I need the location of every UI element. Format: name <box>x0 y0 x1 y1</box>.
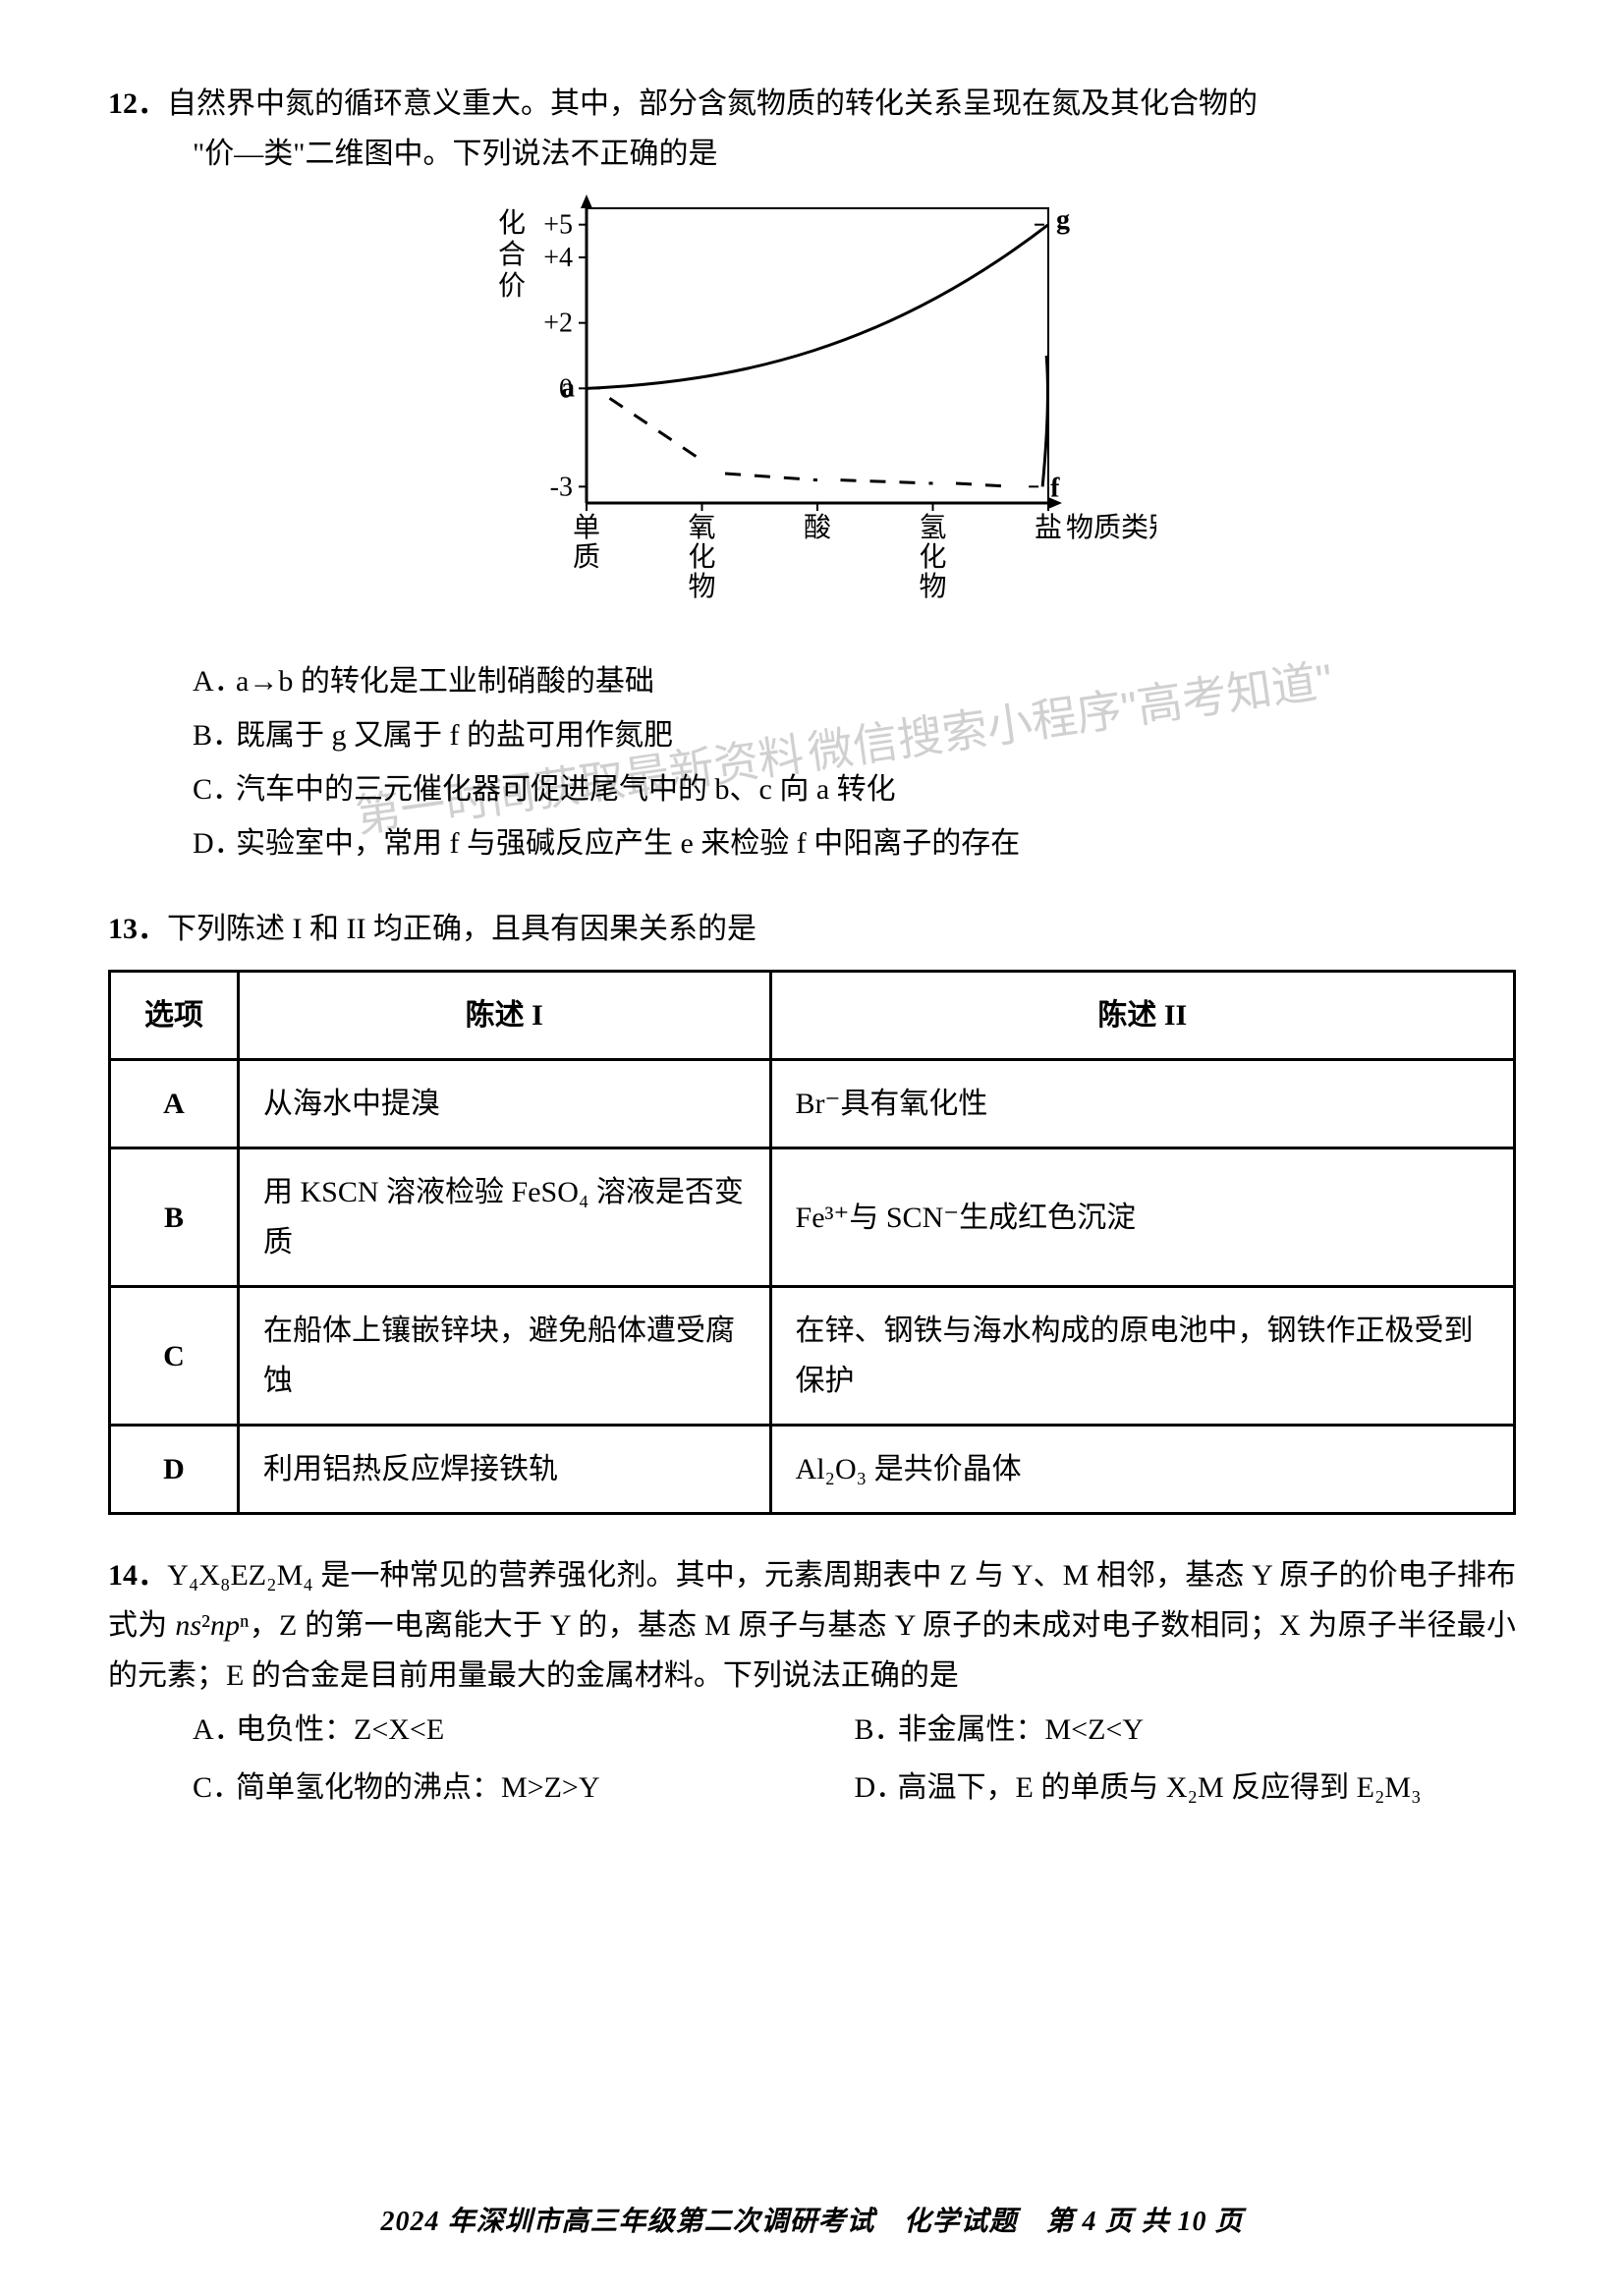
svg-text:+5: +5 <box>543 210 573 241</box>
q13-row-1-opt: B <box>110 1148 239 1287</box>
q13-row-0-s1: 从海水中提溴 <box>239 1060 771 1148</box>
svg-text:g: g <box>1056 205 1070 236</box>
q13-row-3-opt: D <box>110 1426 239 1514</box>
table-row: D利用铝热反应焊接铁轨Al₂O₃ 是共价晶体 <box>110 1426 1515 1514</box>
q14-option-b: B．非金属性：M<Z<Y <box>855 1705 1517 1755</box>
q13-row-0-s2: Br⁻具有氧化性 <box>770 1060 1514 1148</box>
svg-text:+4: +4 <box>543 243 573 273</box>
q13-row-1-s2: Fe³⁺与 SCN⁻生成红色沉淀 <box>770 1148 1514 1287</box>
q12-option-c-text: 汽车中的三元催化器可促进尾气中的 b、c 向 a 转化 <box>236 773 896 806</box>
svg-text:氢: 氢 <box>919 512 946 543</box>
q13-header-opt: 选项 <box>110 972 239 1060</box>
svg-text:质: 质 <box>572 541 599 573</box>
q12-option-b: B．既属于 g 又属于 f 的盐可用作氮肥 <box>193 710 1516 760</box>
q14-option-d-text: 高温下，E 的单质与 X₂M 反应得到 E₂M₃ <box>898 1771 1422 1804</box>
q14-option-b-text: 非金属性：M<Z<Y <box>898 1713 1145 1746</box>
q13-header-s1: 陈述 I <box>239 972 771 1060</box>
svg-text:单: 单 <box>572 512 599 543</box>
q14-option-a-text: 电负性：Z<X<E <box>236 1713 444 1746</box>
svg-text:化: 化 <box>498 207 526 239</box>
question-14: 14．Y₄X₈EZ₂M₄ 是一种常见的营养强化剂。其中，元素周期表中 Z 与 Y… <box>108 1550 1516 1817</box>
svg-text:价: 价 <box>498 271 526 302</box>
svg-text:f: f <box>1050 473 1060 503</box>
svg-text:物质类别: 物质类别 <box>1066 512 1156 543</box>
svg-text:-3: -3 <box>549 472 572 502</box>
q12-option-a: A．a→b 的转化是工业制硝酸的基础 <box>193 656 1516 706</box>
q13-row-0-opt: A <box>110 1060 239 1148</box>
q12-stem-line1: 自然界中氮的循环意义重大。其中，部分含氮物质的转化关系呈现在氮及其化合物的 <box>167 87 1258 120</box>
table-row: C在船体上镶嵌锌块，避免船体遭受腐蚀在锌、钢铁与海水构成的原电池中，钢铁作正极受… <box>110 1287 1515 1426</box>
q12-options: A．a→b 的转化是工业制硝酸的基础 B．既属于 g 又属于 f 的盐可用作氮肥… <box>193 656 1516 868</box>
q13-row-3-s2: Al₂O₃ 是共价晶体 <box>770 1426 1514 1514</box>
svg-text:盐: 盐 <box>1034 512 1061 543</box>
svg-text:合: 合 <box>498 239 526 270</box>
svg-text:物: 物 <box>919 571 946 602</box>
q12-chart-svg: +5+4+20-3化合价单质氧化物酸氢化物盐物质类别agf <box>469 189 1156 621</box>
q12-stem: 12．自然界中氮的循环意义重大。其中，部分含氮物质的转化关系呈现在氮及其化合物的 <box>108 79 1516 129</box>
q13-header-row: 选项 陈述 I 陈述 II <box>110 972 1515 1060</box>
q14-option-c: C．简单氢化物的沸点：M>Z>Y <box>193 1763 855 1813</box>
q14-stem-wrap: 14．Y₄X₈EZ₂M₄ 是一种常见的营养强化剂。其中，元素周期表中 Z 与 Y… <box>108 1550 1516 1701</box>
q12-option-d-text: 实验室中，常用 f 与强碱反应产生 e 来检验 f 中阳离子的存在 <box>236 827 1020 860</box>
q13-stem: 下列陈述 I 和 II 均正确，且具有因果关系的是 <box>167 913 756 945</box>
table-row: A从海水中提溴Br⁻具有氧化性 <box>110 1060 1515 1148</box>
svg-text:化: 化 <box>919 541 946 573</box>
q12-number: 12． <box>108 87 167 120</box>
q14-options: A．电负性：Z<X<E B．非金属性：M<Z<Y C．简单氢化物的沸点：M>Z>… <box>193 1701 1516 1817</box>
q12-chart: +5+4+20-3化合价单质氧化物酸氢化物盐物质类别agf <box>469 189 1156 637</box>
svg-text:酸: 酸 <box>803 512 830 543</box>
q12-stem-line2: "价—类"二维图中。下列说法不正确的是 <box>193 129 1516 179</box>
q13-row-3-s1: 利用铝热反应焊接铁轨 <box>239 1426 771 1514</box>
page-footer: 2024 年深圳市高三年级第二次调研考试 化学试题 第 4 页 共 10 页 <box>0 2199 1624 2246</box>
q14-stem: Y₄X₈EZ₂M₄ 是一种常见的营养强化剂。其中，元素周期表中 Z 与 Y、M … <box>108 1559 1516 1692</box>
q14-option-a: A．电负性：Z<X<E <box>193 1705 855 1755</box>
svg-text:+2: +2 <box>543 308 573 339</box>
q14-number: 14． <box>108 1559 167 1592</box>
svg-text:a: a <box>561 372 575 403</box>
q13-number: 13． <box>108 913 167 945</box>
q14-option-d: D．高温下，E 的单质与 X₂M 反应得到 E₂M₃ <box>855 1763 1517 1813</box>
q13-header-s2: 陈述 II <box>770 972 1514 1060</box>
q13-table: 选项 陈述 I 陈述 II A从海水中提溴Br⁻具有氧化性B用 KSCN 溶液检… <box>108 970 1516 1515</box>
question-12: 12．自然界中氮的循环意义重大。其中，部分含氮物质的转化关系呈现在氮及其化合物的… <box>108 79 1516 868</box>
question-13: 13．下列陈述 I 和 II 均正确，且具有因果关系的是 选项 陈述 I 陈述 … <box>108 904 1516 1515</box>
q12-option-c: C．汽车中的三元催化器可促进尾气中的 b、c 向 a 转化 <box>193 764 1516 814</box>
table-row: B用 KSCN 溶液检验 FeSO₄ 溶液是否变质Fe³⁺与 SCN⁻生成红色沉… <box>110 1148 1515 1287</box>
q14-option-c-text: 简单氢化物的沸点：M>Z>Y <box>236 1771 600 1804</box>
svg-text:化: 化 <box>688 541 715 573</box>
q13-stem-wrap: 13．下列陈述 I 和 II 均正确，且具有因果关系的是 <box>108 904 1516 954</box>
q12-option-a-text: a→b 的转化是工业制硝酸的基础 <box>236 665 654 698</box>
q13-row-1-s1: 用 KSCN 溶液检验 FeSO₄ 溶液是否变质 <box>239 1148 771 1287</box>
q12-option-b-text: 既属于 g 又属于 f 的盐可用作氮肥 <box>236 719 673 752</box>
q13-row-2-s1: 在船体上镶嵌锌块，避免船体遭受腐蚀 <box>239 1287 771 1426</box>
q13-row-2-s2: 在锌、钢铁与海水构成的原电池中，钢铁作正极受到保护 <box>770 1287 1514 1426</box>
q13-row-2-opt: C <box>110 1287 239 1426</box>
q12-option-d: D．实验室中，常用 f 与强碱反应产生 e 来检验 f 中阳离子的存在 <box>193 818 1516 868</box>
svg-text:氧: 氧 <box>688 512 715 543</box>
svg-text:物: 物 <box>688 571 715 602</box>
